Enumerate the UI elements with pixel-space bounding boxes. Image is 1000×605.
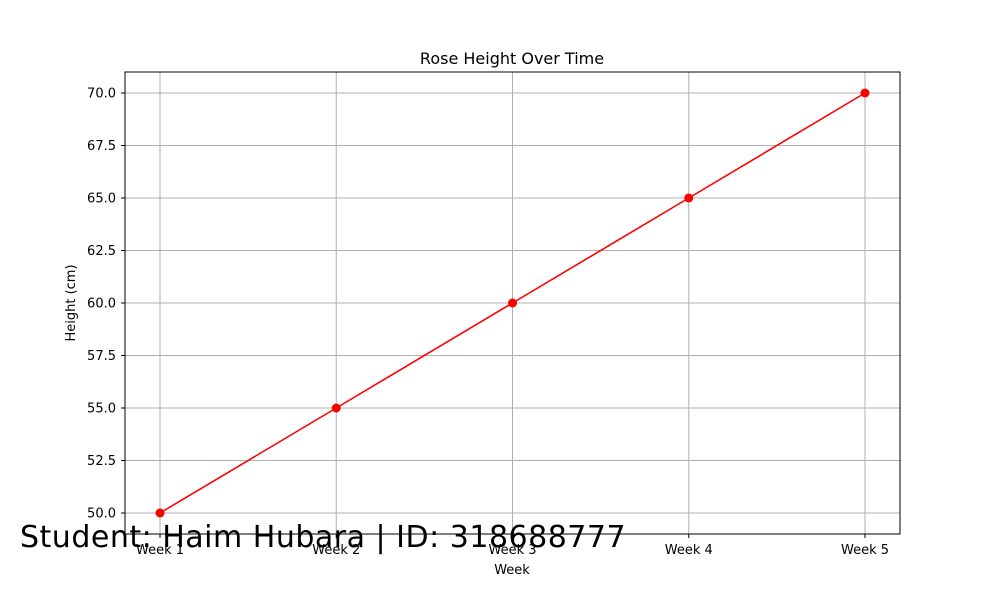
- y-tick-label: 55.0: [87, 402, 116, 417]
- x-axis-label: Week: [494, 563, 530, 578]
- data-point: [684, 193, 694, 203]
- chart-title: Rose Height Over Time: [420, 49, 604, 68]
- x-axis-ticks: Week 1 Week 2 Week 3 Week 4 Week 5: [136, 534, 889, 558]
- x-tick-label: Week 4: [665, 543, 713, 558]
- x-tick-label: Week 1: [136, 543, 184, 558]
- series-layer: [155, 88, 870, 518]
- x-tick-label: Week 5: [841, 543, 889, 558]
- y-axis-label: Height (cm): [64, 264, 79, 341]
- y-tick-label: 70.0: [87, 87, 116, 102]
- y-axis-ticks: 50.0 52.5 55.0 57.5 60.0 62.5 65.0 67.5 70.0: [87, 87, 125, 522]
- x-tick-label: Week 2: [312, 543, 360, 558]
- y-tick-label: 65.0: [87, 192, 116, 207]
- data-point: [860, 88, 870, 98]
- y-tick-label: 62.5: [87, 244, 116, 259]
- data-point: [331, 403, 341, 413]
- x-tick-label: Week 3: [488, 543, 536, 558]
- y-tick-label: 52.5: [87, 454, 116, 469]
- y-tick-label: 60.0: [87, 297, 116, 312]
- student-watermark: Student: Haim Hubara | ID: 318688777: [20, 520, 627, 555]
- plot-frame: [124, 71, 901, 535]
- y-tick-label: 50.0: [87, 507, 116, 522]
- data-point: [155, 508, 165, 518]
- y-tick-label: 57.5: [87, 349, 116, 364]
- data-point: [508, 298, 517, 308]
- y-tick-label: 67.5: [87, 139, 116, 154]
